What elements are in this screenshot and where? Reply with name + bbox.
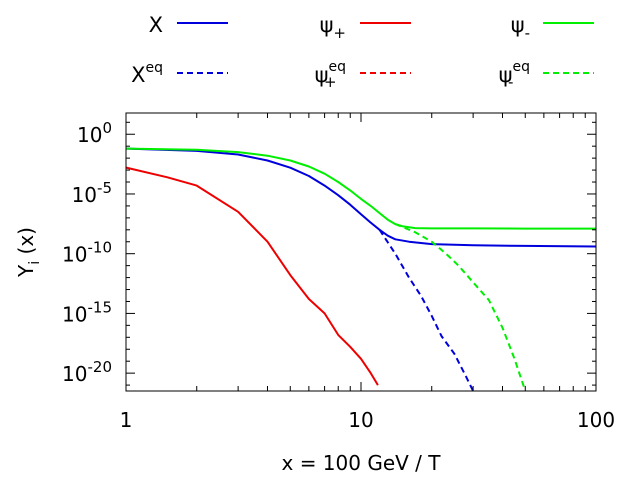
- y-tick-label: 10-5: [72, 179, 112, 207]
- legend-label: ψeq +: [315, 59, 346, 91]
- y-tick-label: 100: [77, 119, 112, 147]
- x-tick-label: 100: [577, 408, 615, 432]
- series-layer: [126, 147, 596, 391]
- y-axis-label: Yi (x): [14, 227, 43, 278]
- x-tick-label: 10: [348, 408, 373, 432]
- series-line-1: [126, 166, 379, 386]
- x-tick-label: 1: [120, 408, 133, 432]
- series-line-0: [126, 147, 596, 248]
- y-axis-label-rest: (x): [14, 227, 38, 261]
- y-axis-label-sub: i: [27, 261, 43, 265]
- x-axis-label: x = 100 GeV / T: [282, 451, 442, 475]
- y-axis-label-base: Y: [14, 264, 38, 278]
- legend-label: ψ-: [511, 13, 530, 42]
- tick-labels: 1 10 100 100 10-5 10-10 10-15 10-20: [62, 119, 615, 432]
- axis-ticks: [125, 113, 597, 391]
- series-line-5: [394, 223, 527, 391]
- series-line-3: [378, 229, 474, 391]
- legend-label: ψeq -: [499, 59, 530, 91]
- y-tick-label: 10-10: [62, 239, 112, 267]
- legend-label: Xeq: [131, 60, 163, 87]
- y-tick-label: 10-20: [62, 358, 112, 386]
- y-tick-label: 10-15: [62, 298, 112, 326]
- legend-label: X: [149, 13, 163, 37]
- legend-label: ψ+: [320, 13, 346, 42]
- series-line-2: [126, 147, 596, 230]
